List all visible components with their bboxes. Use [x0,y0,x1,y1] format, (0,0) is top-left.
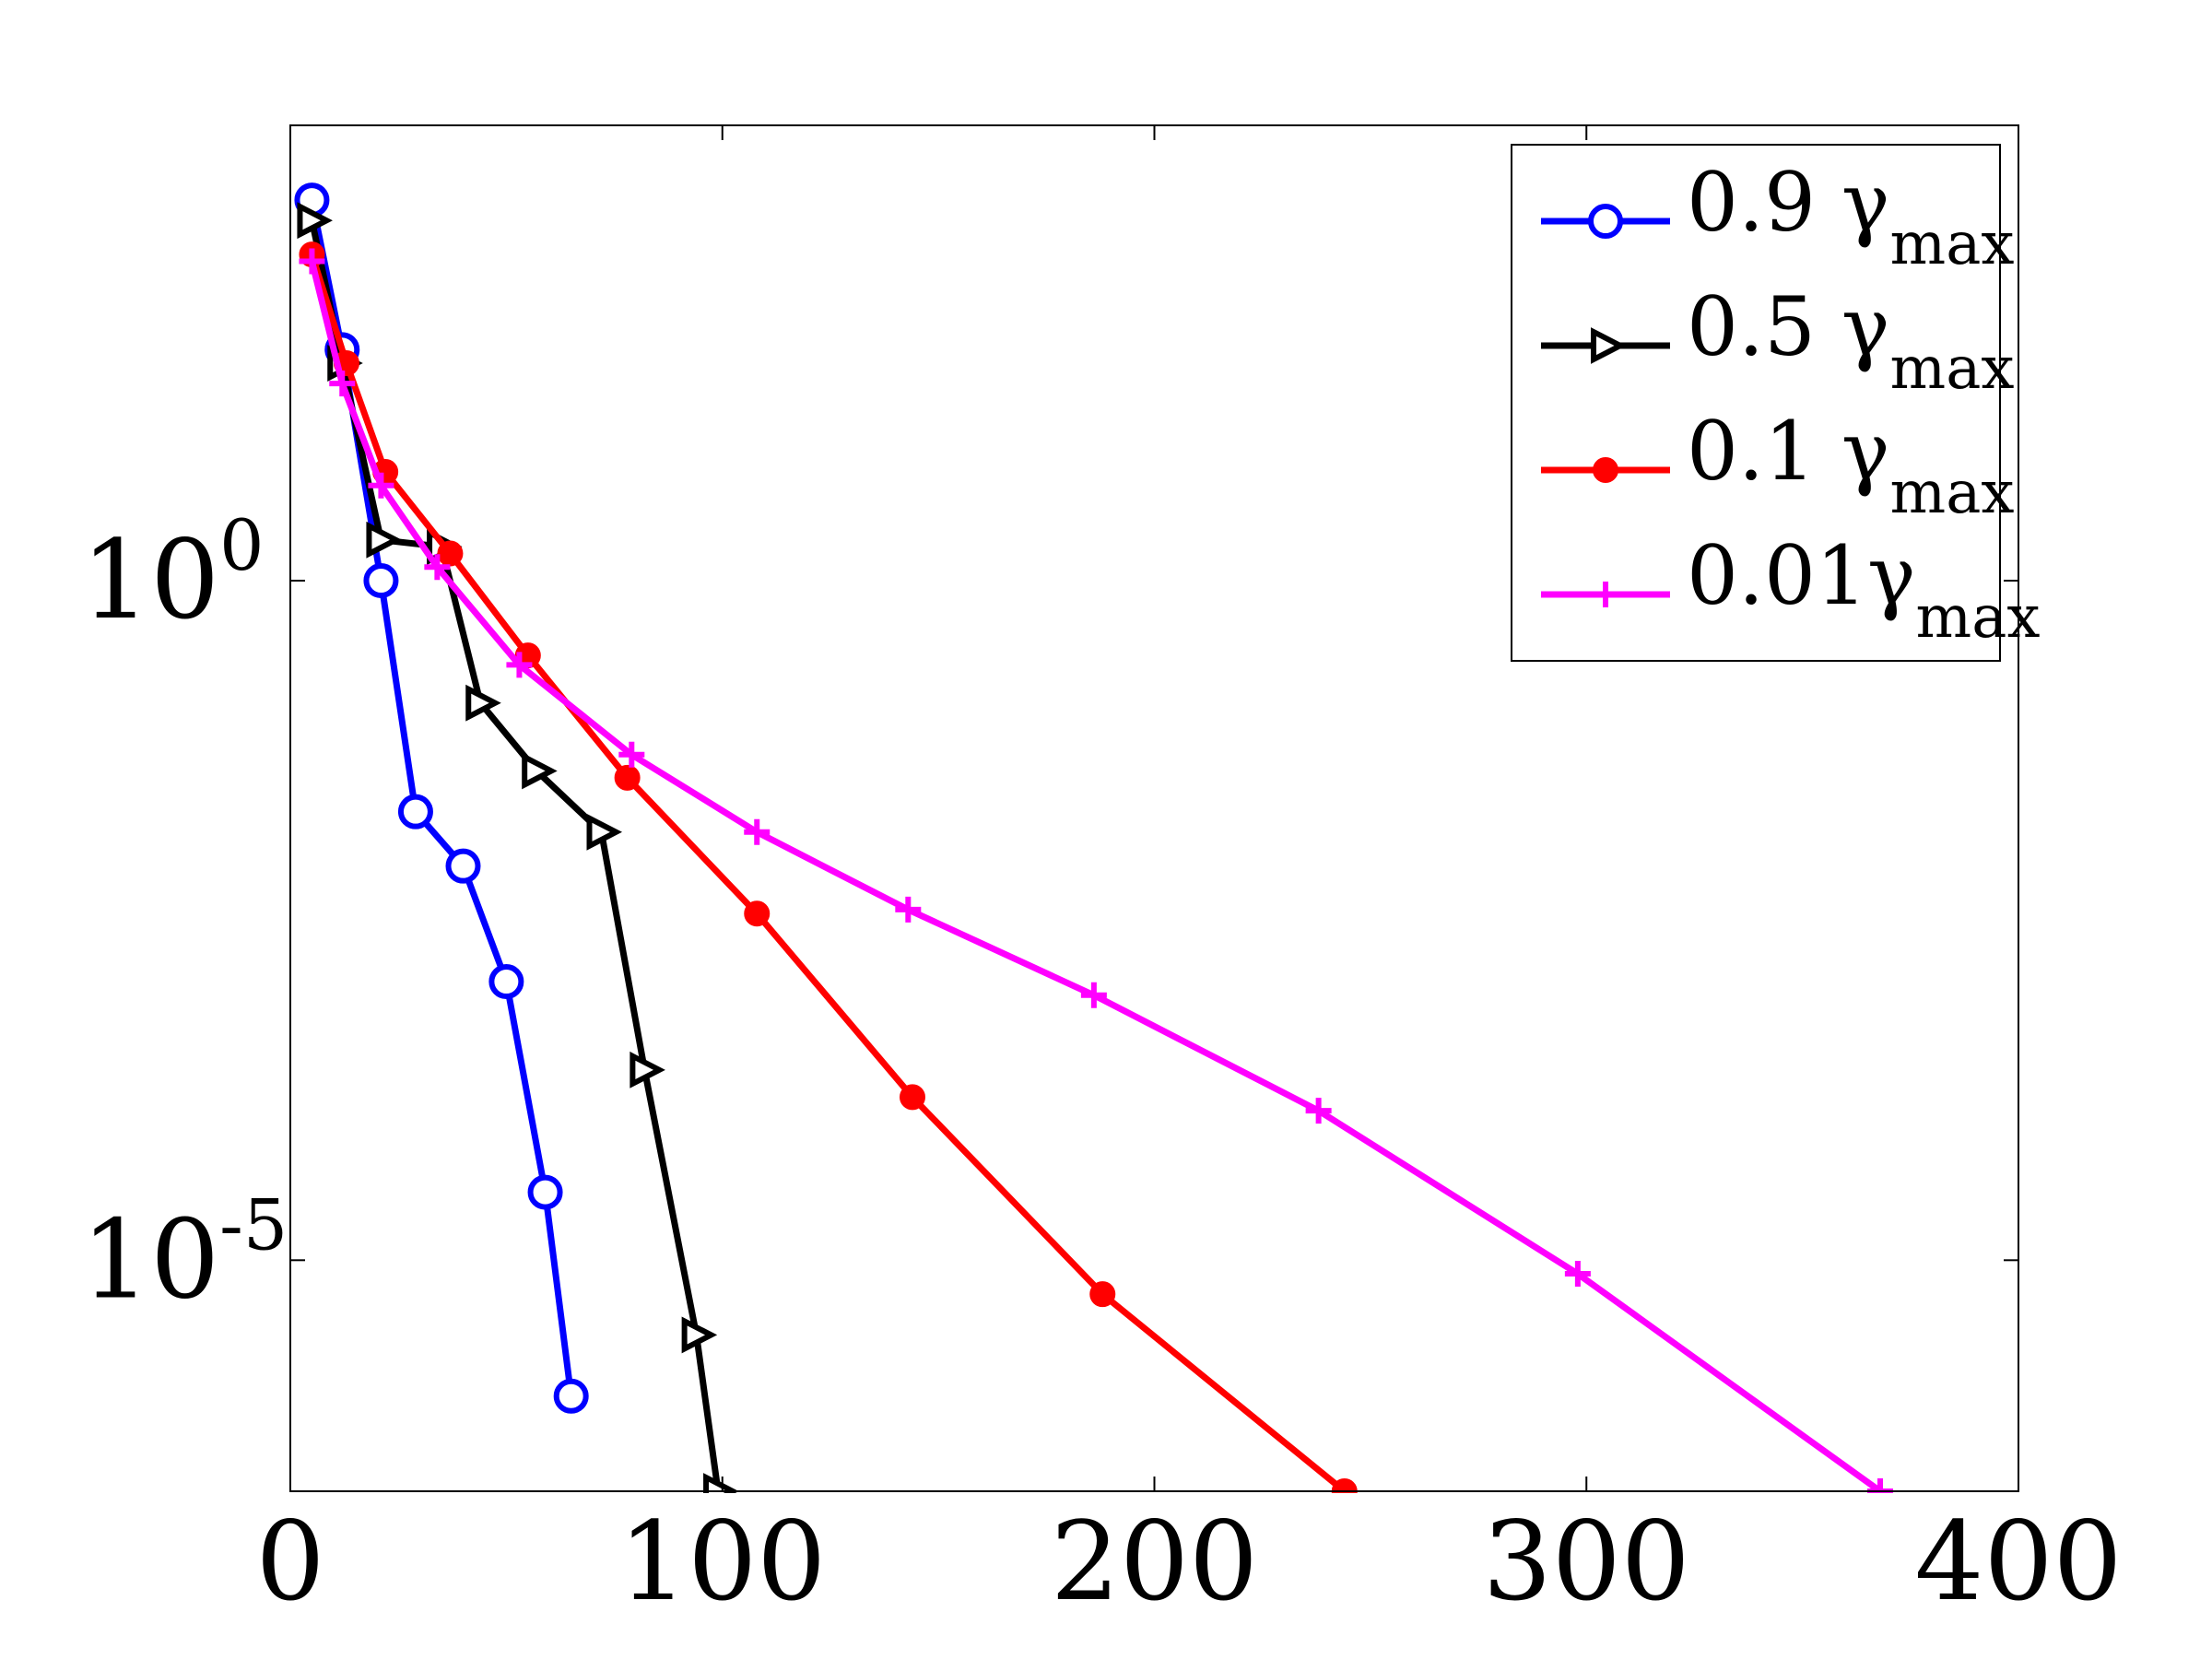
data-point [1089,1281,1116,1308]
data-point [397,794,433,830]
data-point [297,202,333,240]
data-point [329,371,356,397]
x-tick-label: 100 [618,1498,826,1625]
legend-entry: 0.01γmax [1541,528,2040,652]
series-layer [294,182,1893,1493]
data-point [629,1051,665,1088]
data-point [488,964,524,1000]
series-3 [299,241,1358,1493]
data-point [424,554,451,581]
series-2 [297,202,739,1493]
legend-label: 0.01γmax [1687,528,2040,652]
legend-entry: 0.9 γmax [1541,155,2014,278]
legend-label: 0.1 γmax [1687,404,2014,527]
legend-marker [1591,327,1627,364]
data-point [681,1316,718,1354]
legend-entry: 0.5 γmax [1541,279,2014,403]
legend-label: 0.9 γmax [1687,155,2014,278]
data-point [1564,1261,1591,1288]
axis-layer: 0 100 200 300 400 100 10-5 [81,125,2123,1625]
legend-marker [1593,457,1618,483]
data-point [586,813,623,851]
legend-label: 0.5 γmax [1687,279,2014,403]
data-point [553,1378,589,1414]
x-tick-label: 300 [1483,1498,1690,1625]
data-point [527,1174,563,1210]
data-point [900,1084,925,1111]
data-point [368,472,394,499]
legend-entry: 0.1 γmax [1541,404,2014,527]
legend-marker [1588,204,1623,239]
data-point [895,896,922,923]
data-point [445,848,481,884]
x-tick-label: 400 [1914,1498,2122,1625]
data-point [1080,982,1107,1008]
data-point [437,540,464,567]
data-point [506,652,533,678]
data-point [465,684,501,722]
series-line [309,260,1883,1493]
data-point [363,563,399,598]
data-point [744,818,771,845]
data-point [614,764,641,791]
data-point [1305,1098,1332,1124]
data-point [618,741,645,768]
x-tick-label: 200 [1051,1498,1258,1625]
y-tick-label: 100 [81,504,265,643]
x-tick-label: 0 [255,1498,324,1625]
series-line [308,219,722,1492]
series-line [309,253,1347,1493]
y-tick-label: 10-5 [81,1183,288,1323]
data-point [522,752,558,790]
legend-marker [1593,582,1618,607]
data-point [744,900,771,927]
data-point [366,521,402,559]
data-point [299,248,325,275]
